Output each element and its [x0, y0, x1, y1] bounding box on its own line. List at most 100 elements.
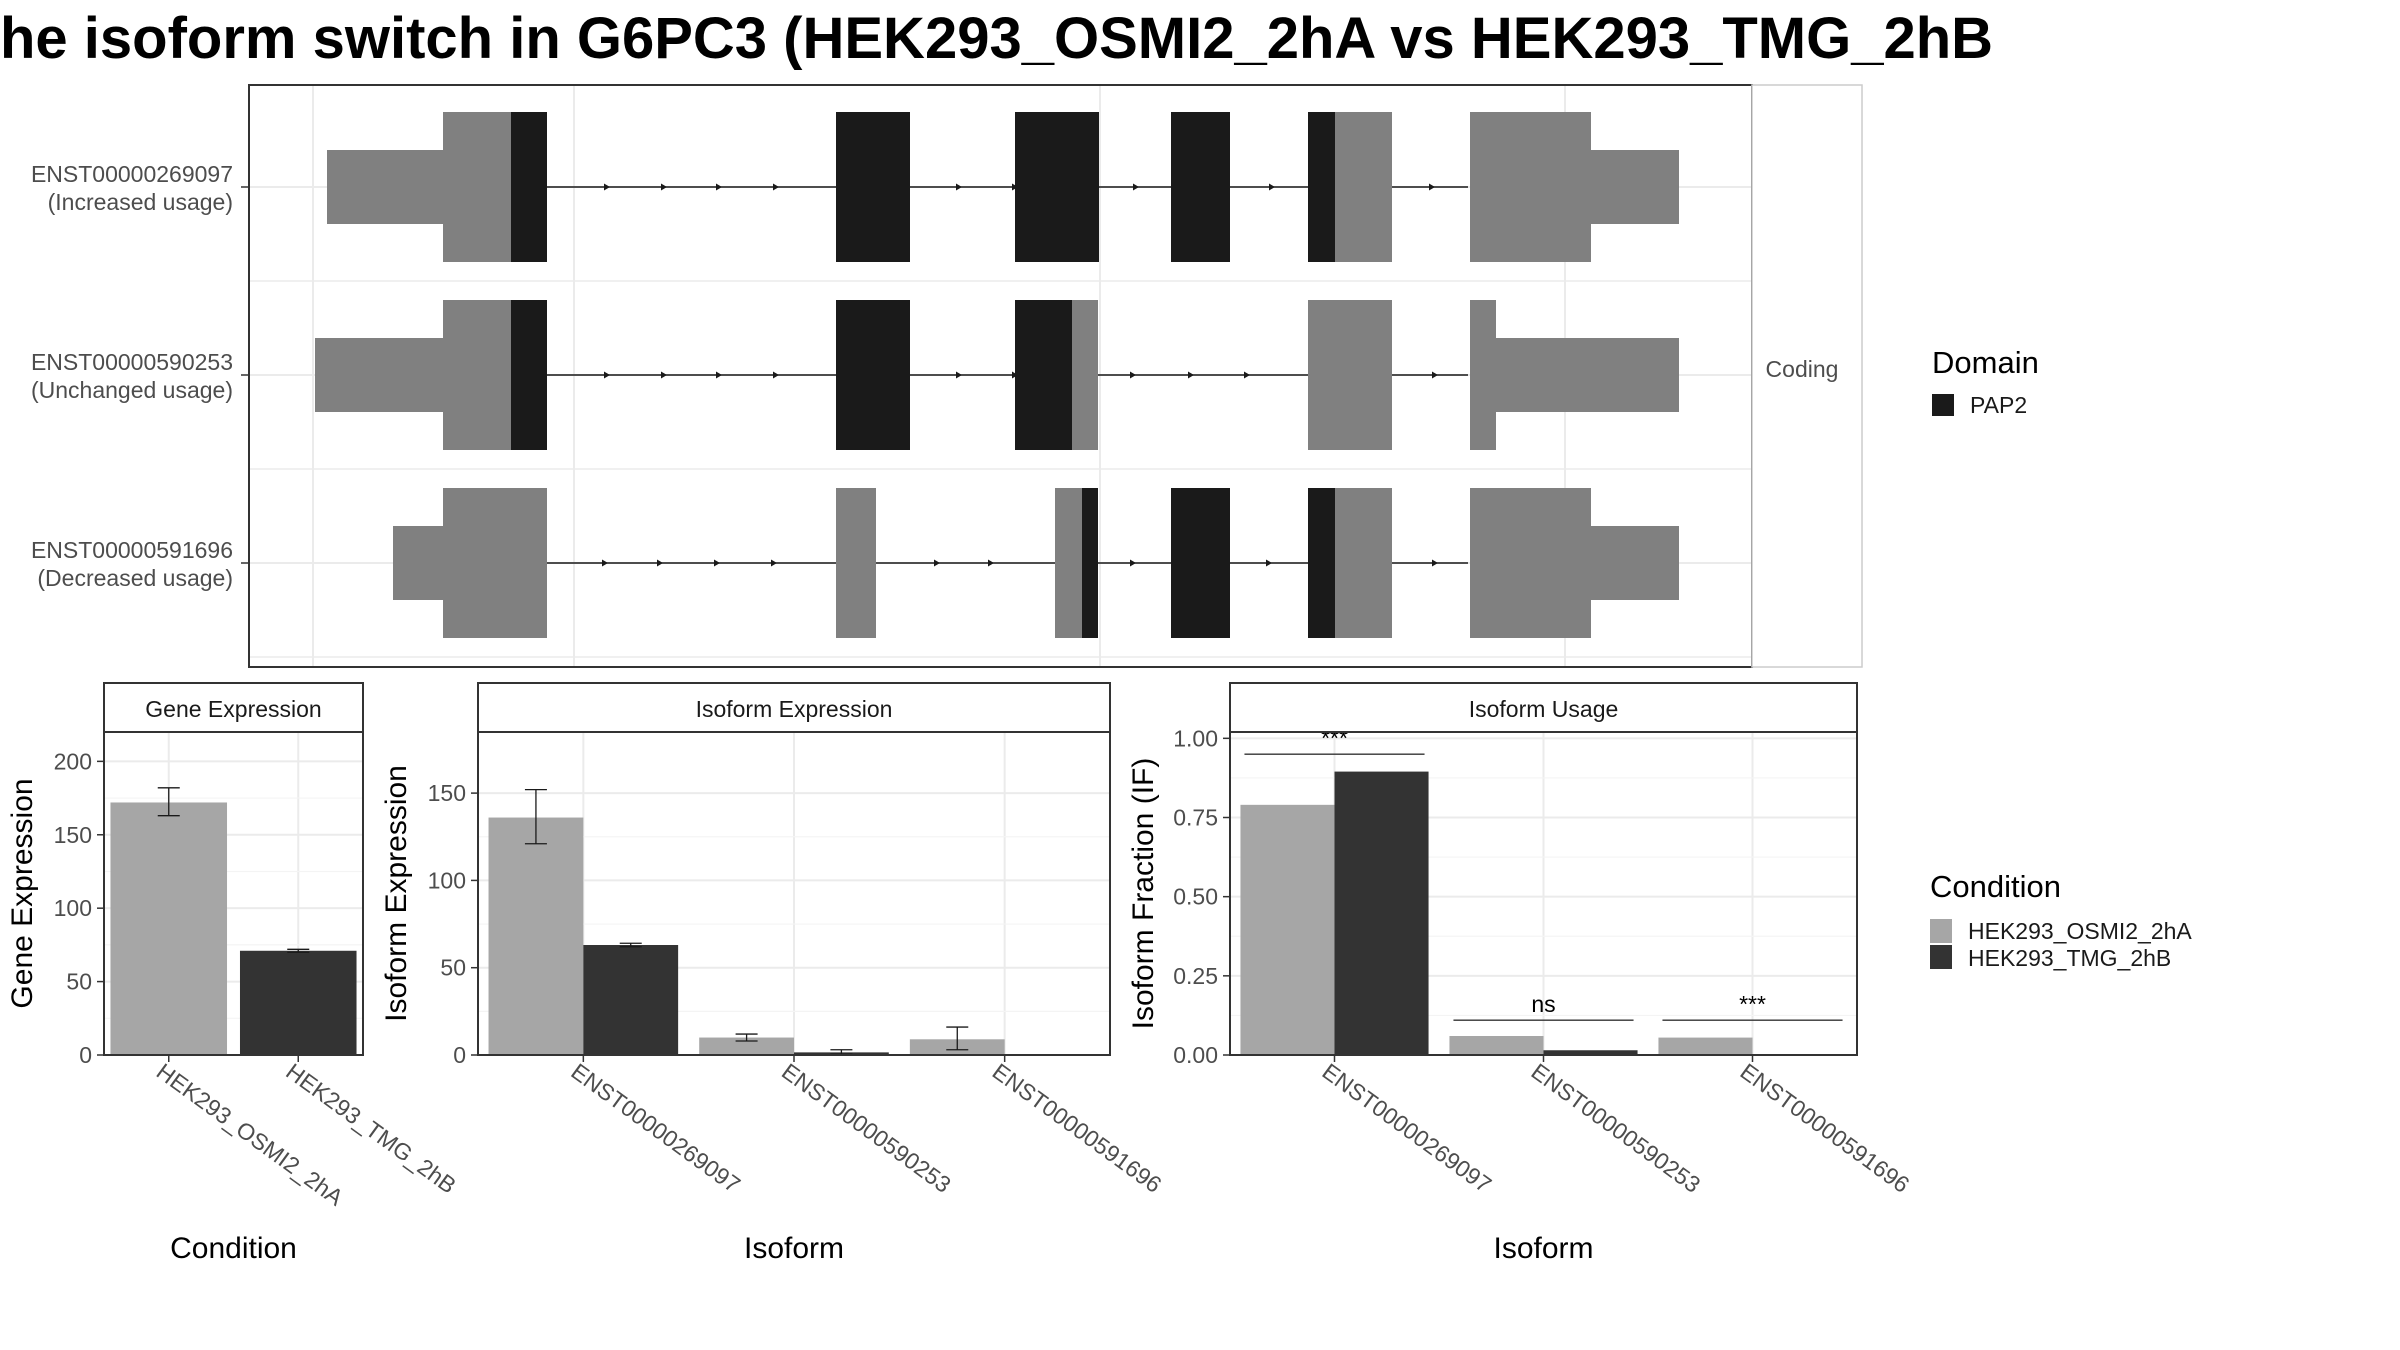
y-tick-label: 100: [54, 895, 92, 921]
transcript-ENST00000269097: [327, 112, 1679, 262]
bar-HEK293_OSMI2_2hA-ENST00000591696: [1658, 1037, 1753, 1055]
condition-legend-swatch-b: [1930, 945, 1952, 969]
domain-legend: Domain PAP2: [1932, 345, 2039, 418]
condition-legend: Condition HEK293_OSMI2_2hA HEK293_TMG_2h…: [1930, 869, 2192, 971]
exon-domain-segment: [511, 112, 547, 262]
exon-utr-segment: [1335, 112, 1392, 262]
exon-utr-segment: [1072, 300, 1098, 450]
y-tick-label: 0.25: [1173, 963, 1218, 989]
y-tick-label: 0: [453, 1042, 466, 1068]
facet-strip-label: Coding: [1766, 356, 1839, 382]
y-tick-label: 0.50: [1173, 884, 1218, 910]
x-tick-label: ENST00000590253: [777, 1058, 956, 1198]
intron-direction-arrow: [956, 371, 962, 379]
error-bar: [287, 948, 310, 953]
error-bar: [946, 1026, 969, 1051]
exon-utr-segment: [1591, 526, 1679, 600]
exon-utr-segment: [393, 526, 443, 600]
intron-direction-arrow: [1130, 559, 1136, 567]
exon-utr-segment: [1335, 488, 1392, 638]
exon-utr-segment: [315, 338, 443, 412]
bar-HEK293_TMG_2hB-ENST00000269097: [1334, 771, 1429, 1055]
significance-label: ***: [1739, 991, 1766, 1017]
intron-direction-arrow: [1269, 183, 1275, 191]
isoform-id-label: ENST00000591696: [31, 537, 233, 563]
exon-domain-segment: [836, 300, 910, 450]
intron-direction-arrow: [1133, 183, 1139, 191]
domain-legend-title: Domain: [1932, 345, 2039, 380]
intron-direction-arrow: [1188, 371, 1194, 379]
intron-direction-arrow: [773, 371, 779, 379]
y-tick-label: 150: [54, 822, 92, 848]
exon-utr-segment: [1470, 112, 1591, 262]
facet-strip: [1751, 84, 1863, 668]
intron-direction-arrow: [661, 183, 667, 191]
exon-domain-segment: [836, 112, 910, 262]
y-tick-label: 50: [66, 969, 92, 995]
exon-domain-segment: [1171, 112, 1230, 262]
exon-domain-segment: [1015, 300, 1072, 450]
condition-legend-title: Condition: [1930, 869, 2061, 904]
intron-direction-arrow: [604, 183, 610, 191]
significance-label: ns: [1531, 991, 1555, 1017]
transcript-structure-panel: ENST00000269097(Increased usage) ENST0000…: [31, 84, 1863, 668]
condition-legend-swatch-a: [1930, 919, 1952, 943]
intron-direction-arrow: [956, 183, 962, 191]
x-tick-label: ENST00000269097: [1318, 1058, 1497, 1198]
intron-direction-arrow: [716, 183, 722, 191]
intron-direction-arrow: [988, 559, 994, 567]
bar-HEK293_TMG_2hB: [239, 950, 357, 1055]
panel-strip: [103, 682, 364, 733]
panel-strip: [1229, 682, 1858, 733]
intron-direction-arrow: [716, 371, 722, 379]
error-bar: [619, 942, 642, 948]
domain-legend-label: PAP2: [1970, 392, 2027, 418]
isoform-usage-label: (Decreased usage): [37, 565, 233, 591]
intron-direction-arrow: [1130, 371, 1136, 379]
x-tick-label: ENST00000590253: [1527, 1058, 1706, 1198]
error-bar: [157, 787, 180, 817]
y-tick-label: 0.00: [1173, 1042, 1218, 1068]
isoform-expression-panel: Isoform Expression 0 50 100 150 ENST000002690…: [380, 682, 1167, 1265]
x-tick-label: ENST00000269097: [566, 1058, 745, 1198]
exon-utr-segment: [443, 300, 511, 450]
bar-HEK293_TMG_2hB-ENST00000269097: [583, 945, 679, 1055]
exon-utr-segment: [836, 488, 876, 638]
intron-direction-arrow: [773, 183, 779, 191]
x-tick-label: ENST00000591696: [988, 1058, 1167, 1198]
exon-domain-segment: [511, 300, 547, 450]
isoform-usage-panel: ***ns ***Isoform Usage0.000.250.500.751.0…: [1127, 682, 1914, 1265]
x-axis-title: Condition: [170, 1232, 297, 1265]
error-bar: [524, 788, 547, 845]
y-tick-label: 0.75: [1173, 805, 1218, 831]
exon-utr-segment: [1055, 488, 1082, 638]
bar-HEK293_OSMI2_2hA-ENST00000269097: [488, 817, 584, 1055]
figure-title: he isoform switch in G6PC3 (HEK293_OSMI2…: [0, 6, 1993, 71]
bar-HEK293_OSMI2_2hA: [110, 802, 228, 1055]
exon-domain-segment: [1308, 112, 1335, 262]
exon-utr-segment: [1591, 150, 1679, 224]
panel-title: Isoform Usage: [1469, 696, 1619, 722]
y-tick-label: 200: [54, 748, 92, 774]
y-tick-label: 1.00: [1173, 725, 1218, 751]
isoform-usage-label: (Increased usage): [48, 189, 233, 215]
bar-HEK293_OSMI2_2hA-ENST00000590253: [699, 1037, 794, 1055]
intron-direction-arrow: [714, 559, 720, 567]
condition-legend-label-a: HEK293_OSMI2_2hA: [1968, 918, 2192, 944]
exon-utr-segment: [1470, 300, 1496, 450]
y-axis-title: Isoform Expression: [380, 765, 413, 1022]
isoform-id-label: ENST00000590253: [31, 349, 233, 375]
exon-domain-segment: [1308, 488, 1335, 638]
intron-direction-arrow: [602, 559, 608, 567]
exon-utr-segment: [443, 488, 547, 638]
y-axis-title: Gene Expression: [6, 778, 39, 1008]
exon-utr-segment: [1470, 488, 1591, 638]
intron-direction-arrow: [1266, 559, 1272, 567]
panel-title: Gene Expression: [145, 696, 321, 722]
exon-domain-segment: [1082, 488, 1098, 638]
intron-direction-arrow: [1432, 371, 1438, 379]
intron-direction-arrow: [1429, 183, 1435, 191]
bar-HEK293_TMG_2hB-ENST00000590253: [1543, 1050, 1638, 1055]
intron-direction-arrow: [661, 371, 667, 379]
intron-direction-arrow: [1244, 371, 1250, 379]
